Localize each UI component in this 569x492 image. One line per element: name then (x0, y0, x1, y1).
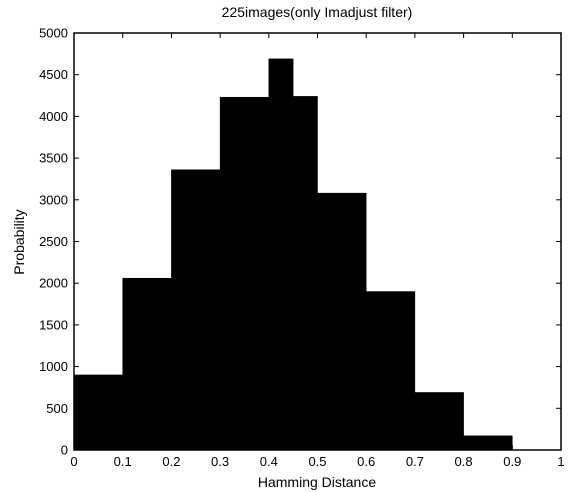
x-tick-label: 0.5 (308, 454, 326, 469)
y-tick-label: 2500 (39, 234, 68, 249)
x-tick-label: 0.2 (162, 454, 180, 469)
bar-3 (219, 96, 270, 451)
bar-0 (73, 374, 123, 451)
x-tick-label: 0.1 (114, 454, 132, 469)
bar-2 (171, 169, 221, 451)
bar-1 (122, 277, 172, 451)
x-tick-label: 1 (557, 454, 564, 469)
y-tick-label: 4000 (39, 109, 68, 124)
y-tick-label: 1500 (39, 317, 68, 332)
y-tick-label: 2000 (39, 276, 68, 291)
y-tick-label: 4500 (39, 67, 68, 82)
y-tick-label: 3500 (39, 151, 68, 166)
y-tick-label: 0 (61, 443, 68, 458)
bar-8 (414, 392, 464, 451)
x-tick-label: 0.9 (503, 454, 521, 469)
y-tick-label: 3000 (39, 192, 68, 207)
y-axis-title: Probability (11, 209, 27, 274)
bar-7 (365, 291, 416, 451)
x-axis: 0 0.1 0.2 0.3 0.4 0.5 0.6 0.7 0.8 0.9 1 (70, 33, 565, 469)
y-tick-label: 1000 (39, 359, 68, 374)
y-tick-label: 5000 (39, 26, 68, 41)
x-axis-title: Hamming Distance (258, 474, 376, 490)
bar-4 (268, 58, 294, 451)
bar-5 (292, 96, 318, 451)
y-axis: 0 500 1000 1500 2000 2500 3000 3500 4000 4500 5000 (39, 26, 561, 458)
bar-9 (463, 435, 513, 451)
bar-6 (317, 192, 367, 451)
x-tick-label: 0 (70, 454, 77, 469)
bars-group (73, 58, 513, 451)
y-tick-label: 500 (46, 401, 68, 416)
x-tick-label: 0.7 (406, 454, 424, 469)
x-tick-label: 0.6 (357, 454, 375, 469)
chart-title: 225images(only Imadjust filter) (222, 4, 413, 20)
x-tick-label: 0.3 (211, 454, 229, 469)
x-tick-label: 0.8 (455, 454, 473, 469)
x-tick-label: 0.4 (260, 454, 278, 469)
